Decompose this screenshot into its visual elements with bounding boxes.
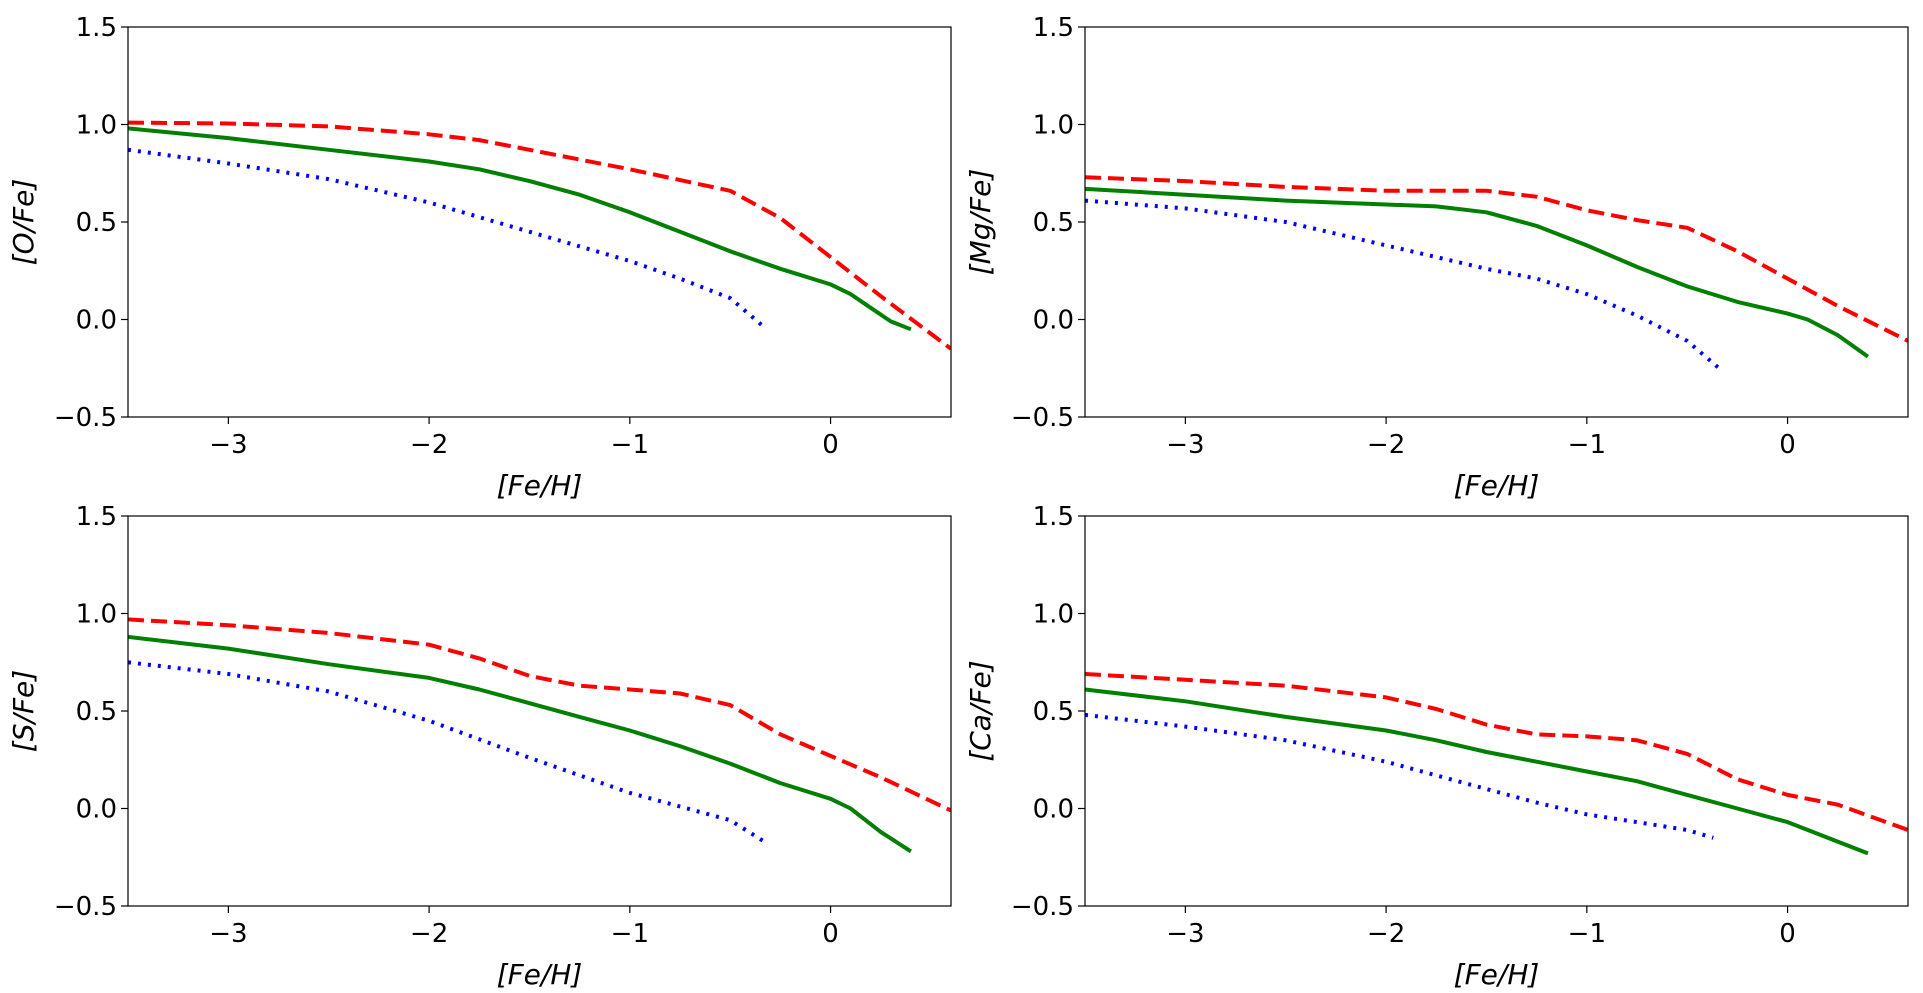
plot-frame bbox=[127, 26, 952, 418]
x-axis-label: [Fe/H] bbox=[497, 958, 583, 991]
series-line-blue-dotted bbox=[128, 147, 766, 329]
y-tick-label: 1.0 bbox=[76, 600, 117, 630]
chart-panel-1: −3 −2 −1 0 −0.5 0.0 0.5 1.0 1.5 [Fe/H] [O/Fe] bbox=[7, 13, 952, 502]
y-axis-label: [Ca/Fe] bbox=[964, 660, 997, 761]
y-tick-label: 0.5 bbox=[1033, 697, 1074, 727]
chart-panel-4: −3 −2 −1 0 −0.5 0.0 0.5 1.0 1.5 [Fe/H] [Ca/Fe] bbox=[964, 502, 1909, 991]
y-tick-label: 1.5 bbox=[76, 13, 117, 43]
y-tick-label: 0.5 bbox=[1033, 208, 1074, 238]
y-tick-label: 1.0 bbox=[76, 111, 117, 141]
x-tick-label: −3 bbox=[1166, 919, 1204, 949]
y-tick-label: 0.0 bbox=[1033, 306, 1074, 336]
x-tick-label: −2 bbox=[1367, 430, 1405, 460]
plot-frame bbox=[1084, 515, 1909, 907]
x-tick-label: 0 bbox=[822, 430, 839, 460]
x-tick-label: −1 bbox=[611, 430, 649, 460]
x-tick-label: −1 bbox=[611, 919, 649, 949]
y-axis-label: [Mg/Fe] bbox=[964, 169, 997, 276]
y-tick-label: 1.5 bbox=[1033, 13, 1074, 43]
series-line-red-dashed bbox=[1085, 672, 1908, 832]
x-tick-label: 0 bbox=[1779, 919, 1796, 949]
chart-panel-3: −3 −2 −1 0 −0.5 0.0 0.5 1.0 1.5 [Fe/H] [S/Fe] bbox=[7, 502, 952, 991]
x-tick-label: −2 bbox=[410, 430, 448, 460]
x-axis-label: [Fe/H] bbox=[1454, 958, 1540, 991]
x-tick-label: −1 bbox=[1568, 919, 1606, 949]
plot-frame bbox=[127, 515, 952, 907]
x-axis-label: [Fe/H] bbox=[497, 469, 583, 502]
series-line-red-dashed bbox=[1085, 175, 1908, 343]
x-tick-label: −3 bbox=[209, 919, 247, 949]
y-tick-label: 0.0 bbox=[76, 306, 117, 336]
x-tick-label: 0 bbox=[822, 919, 839, 949]
y-tick-label: 1.5 bbox=[1033, 502, 1074, 532]
y-tick-label: 0.0 bbox=[1033, 795, 1074, 825]
series-line-red-dashed bbox=[128, 120, 951, 351]
series-line-green-solid bbox=[128, 634, 912, 854]
x-tick-label: −2 bbox=[410, 919, 448, 949]
y-tick-label: 1.0 bbox=[1033, 111, 1074, 141]
y-tick-label: −0.5 bbox=[1011, 892, 1074, 922]
y-tick-label: 1.5 bbox=[76, 502, 117, 532]
chart-panel-2: −3 −2 −1 0 −0.5 0.0 0.5 1.0 1.5 [Fe/H] [Mg/Fe] bbox=[964, 13, 1909, 502]
y-tick-label: −0.5 bbox=[54, 403, 117, 433]
y-tick-label: −0.5 bbox=[1011, 403, 1074, 433]
y-tick-label: −0.5 bbox=[54, 892, 117, 922]
x-tick-label: 0 bbox=[1779, 430, 1796, 460]
plot-frame bbox=[1084, 26, 1909, 418]
series-line-blue-dotted bbox=[128, 660, 766, 844]
y-tick-label: 0.0 bbox=[76, 795, 117, 825]
series-line-green-solid bbox=[128, 126, 912, 332]
x-axis-label: [Fe/H] bbox=[1454, 469, 1540, 502]
y-axis-label: [S/Fe] bbox=[7, 670, 40, 752]
series-line-blue-dotted bbox=[1085, 712, 1714, 840]
series-line-red-dashed bbox=[128, 617, 951, 813]
x-tick-label: −1 bbox=[1568, 430, 1606, 460]
series-line-green-solid bbox=[1085, 687, 1869, 856]
series-line-blue-dotted bbox=[1085, 198, 1723, 372]
y-tick-label: 0.5 bbox=[76, 208, 117, 238]
x-tick-label: −3 bbox=[1166, 430, 1204, 460]
x-tick-label: −2 bbox=[1367, 919, 1405, 949]
y-tick-label: 0.5 bbox=[76, 697, 117, 727]
series-line-green-solid bbox=[1085, 186, 1870, 359]
x-tick-label: −3 bbox=[209, 430, 247, 460]
y-tick-label: 1.0 bbox=[1033, 600, 1074, 630]
y-axis-label: [O/Fe] bbox=[7, 179, 40, 266]
